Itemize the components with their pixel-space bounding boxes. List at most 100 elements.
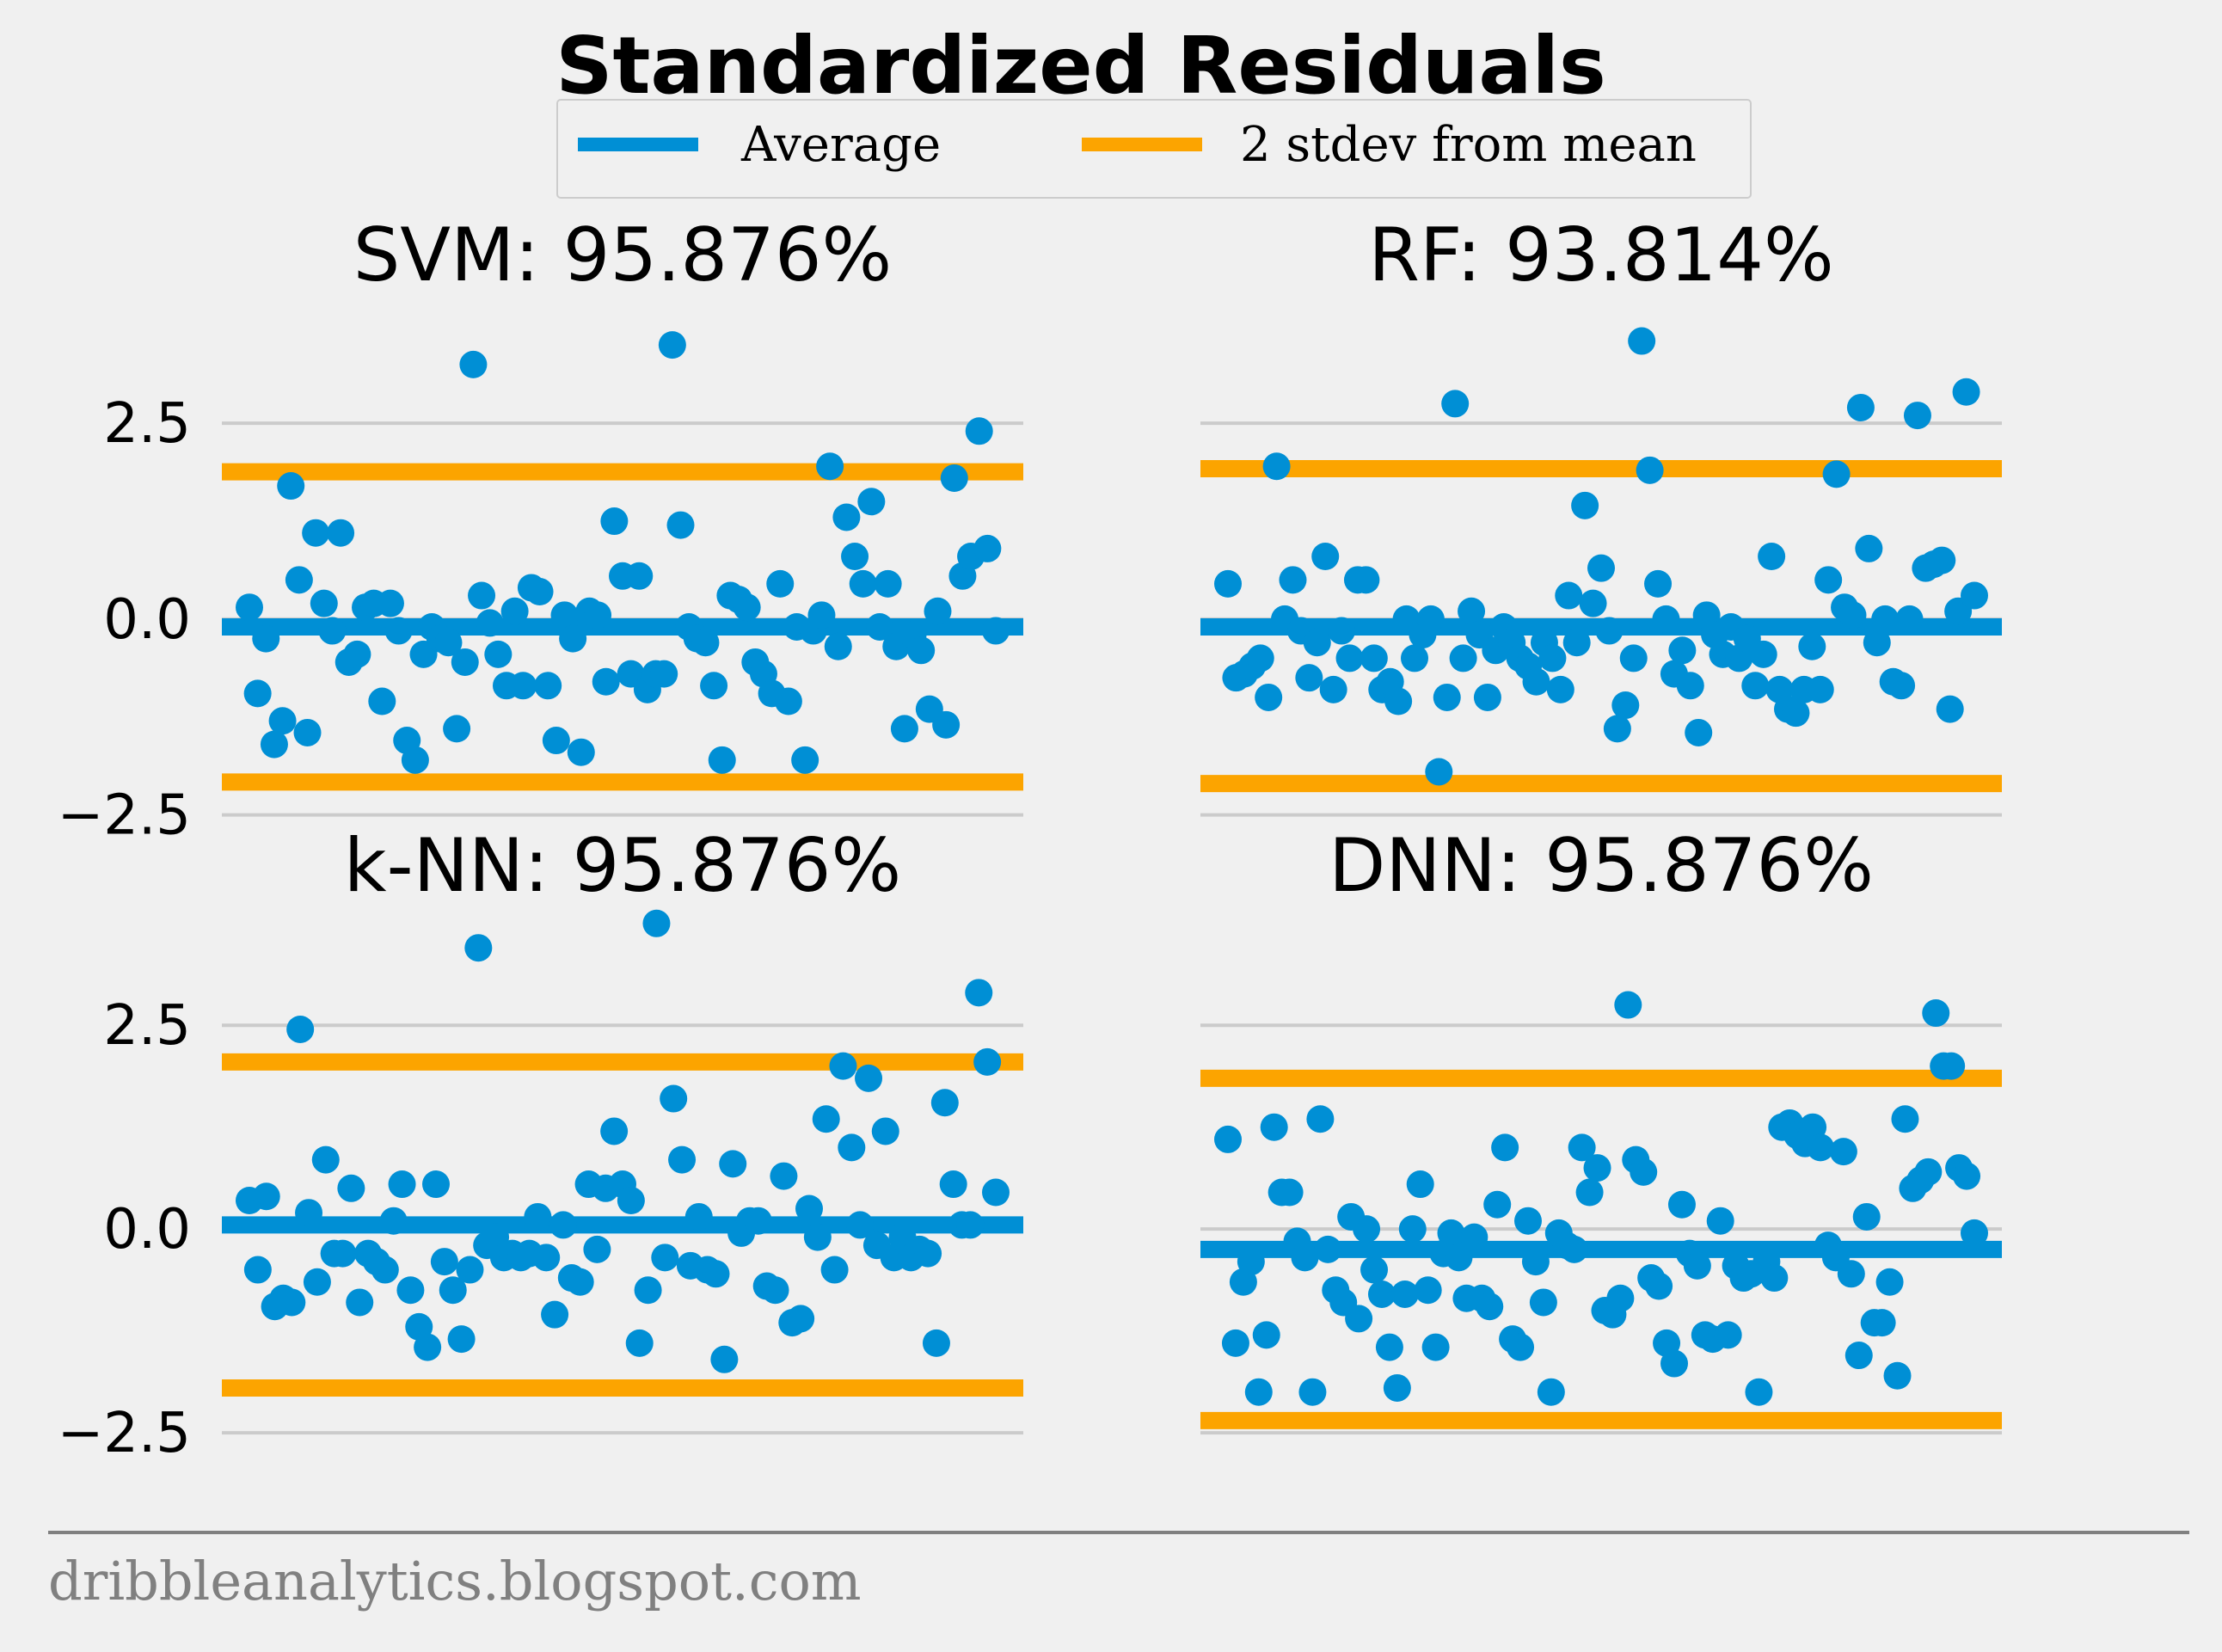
residual-point — [1245, 1379, 1273, 1406]
residual-point — [1628, 328, 1655, 355]
residual-point — [1668, 636, 1696, 664]
residual-point — [807, 601, 835, 629]
residual-point — [371, 1256, 399, 1284]
residual-point — [269, 707, 297, 734]
residual-point — [795, 1194, 823, 1222]
residual-point — [1853, 1203, 1881, 1231]
residual-point — [1606, 1285, 1634, 1312]
residual-point — [1438, 1219, 1465, 1247]
residual-point — [651, 1244, 678, 1271]
residual-point — [277, 472, 304, 500]
residual-point — [787, 1305, 814, 1332]
residual-point — [1782, 699, 1809, 727]
residual-point — [709, 746, 736, 774]
residual-point — [1561, 1236, 1588, 1263]
residual-point — [1458, 598, 1485, 625]
residual-point — [1507, 1334, 1534, 1361]
residual-point — [973, 1048, 1001, 1076]
subplot-2: k-NN: 95.876%−2.50.02.5 — [58, 823, 1023, 1465]
residual-point — [734, 593, 761, 621]
residual-point — [312, 1146, 340, 1174]
y-tick-label: −2.5 — [58, 784, 191, 848]
residual-point — [1823, 460, 1851, 488]
residual-point — [550, 601, 578, 629]
residual-point — [850, 570, 877, 598]
residual-point — [451, 648, 479, 676]
residual-point — [660, 1085, 687, 1113]
subplot-title: RF: 93.814% — [1368, 212, 1834, 298]
residual-point — [1845, 1342, 1873, 1369]
residual-point — [541, 1301, 568, 1329]
residual-point — [532, 1244, 560, 1271]
residual-point — [414, 1334, 441, 1361]
residual-point — [1630, 1158, 1657, 1186]
residual-point — [829, 1053, 856, 1080]
residual-point — [567, 1268, 594, 1296]
residual-point — [236, 593, 263, 621]
residual-point — [813, 1105, 840, 1133]
residual-point — [1937, 1053, 1965, 1080]
residual-point — [1306, 1105, 1334, 1133]
residual-point — [1614, 992, 1642, 1019]
residual-point — [1538, 644, 1566, 672]
residual-point — [459, 351, 487, 378]
residual-point — [1263, 452, 1291, 480]
residual-point — [1684, 1252, 1711, 1280]
residual-point — [659, 331, 686, 359]
residual-point — [804, 1224, 832, 1251]
residual-point — [667, 512, 695, 539]
residual-point — [685, 1203, 713, 1231]
residual-point — [1847, 394, 1875, 421]
residual-point — [1360, 1256, 1388, 1284]
residual-point — [1863, 629, 1891, 656]
residual-point — [626, 1330, 654, 1357]
residual-point — [1555, 582, 1582, 610]
residual-point — [1760, 1264, 1788, 1292]
residual-point — [1391, 1280, 1419, 1308]
residual-point — [1644, 570, 1672, 598]
residual-point — [327, 519, 354, 547]
residual-point — [304, 1268, 331, 1296]
residual-point — [816, 452, 844, 480]
subplot-1: RF: 93.814% — [1200, 212, 2002, 815]
residual-point — [368, 688, 396, 715]
residual-point — [1814, 566, 1842, 593]
residual-point — [1328, 617, 1355, 645]
residual-point — [872, 1117, 899, 1145]
residual-point — [1523, 668, 1550, 696]
residual-point — [1376, 1334, 1403, 1361]
residual-point — [791, 746, 819, 774]
residual-point — [343, 641, 371, 668]
residual-point — [244, 679, 272, 707]
residual-point — [1279, 566, 1306, 593]
residual-point — [1298, 1379, 1326, 1406]
residual-point — [770, 1163, 797, 1190]
residual-point — [1869, 1309, 1896, 1336]
residual-point — [1745, 1379, 1772, 1406]
residual-point — [1360, 644, 1388, 672]
residual-point — [396, 1276, 424, 1304]
residual-point — [302, 519, 329, 547]
residual-point — [559, 625, 586, 653]
residual-point — [318, 617, 346, 645]
residual-point — [775, 688, 802, 715]
residual-point — [1830, 1138, 1857, 1165]
residual-point — [1750, 641, 1777, 668]
residual-point — [891, 715, 918, 742]
residual-point — [1214, 570, 1242, 598]
residual-point — [941, 464, 968, 492]
residual-point — [476, 609, 504, 636]
residual-point — [703, 1260, 730, 1287]
residual-point — [668, 1146, 696, 1174]
residual-point — [1884, 1362, 1912, 1390]
residual-point — [1961, 1219, 1988, 1247]
residual-point — [1237, 1248, 1265, 1275]
residual-point — [389, 1170, 416, 1198]
residual-point — [295, 1199, 322, 1226]
residual-point — [1922, 999, 1949, 1027]
residual-point — [1522, 1248, 1550, 1275]
y-tick-label: 2.5 — [103, 392, 191, 456]
residual-point — [244, 1256, 272, 1284]
residual-point — [1253, 1321, 1280, 1348]
